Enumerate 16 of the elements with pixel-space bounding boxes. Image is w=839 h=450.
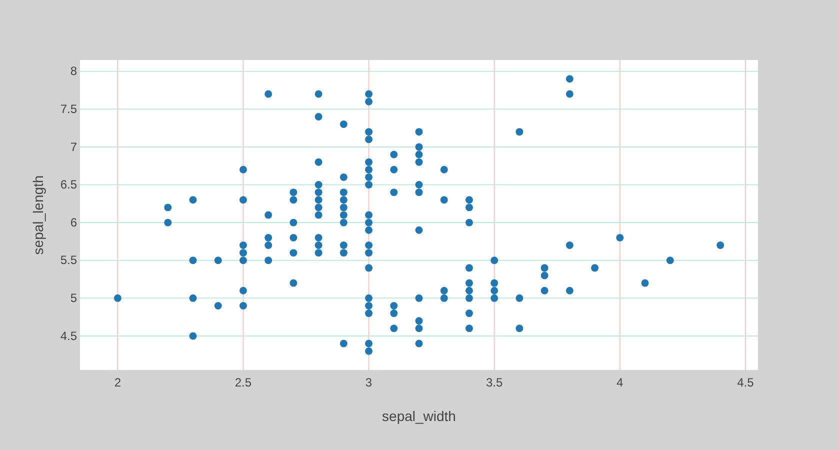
y-tick-label: 6: [70, 215, 78, 230]
x-tick-label: 3: [365, 376, 372, 390]
y-tick-label: 8: [70, 64, 78, 78]
x-tick-label: 4.5: [737, 376, 754, 390]
y-tick-label: 7: [70, 140, 78, 154]
x-tick-label: 2.5: [234, 376, 252, 390]
y-tick-label: 5: [70, 291, 78, 306]
y-axis-title: sepal_length: [30, 175, 46, 255]
x-tick-label: 4: [616, 376, 624, 390]
y-tick-label: 7.5: [60, 102, 78, 116]
x-axis-title: sepal_width: [382, 408, 456, 424]
y-tick-label: 4.5: [60, 328, 78, 343]
y-tick-label: 6.5: [60, 178, 78, 192]
x-tick-label: 3.5: [486, 376, 503, 390]
x-tick-label: 2: [114, 376, 122, 390]
y-tick-label: 5.5: [60, 253, 78, 268]
